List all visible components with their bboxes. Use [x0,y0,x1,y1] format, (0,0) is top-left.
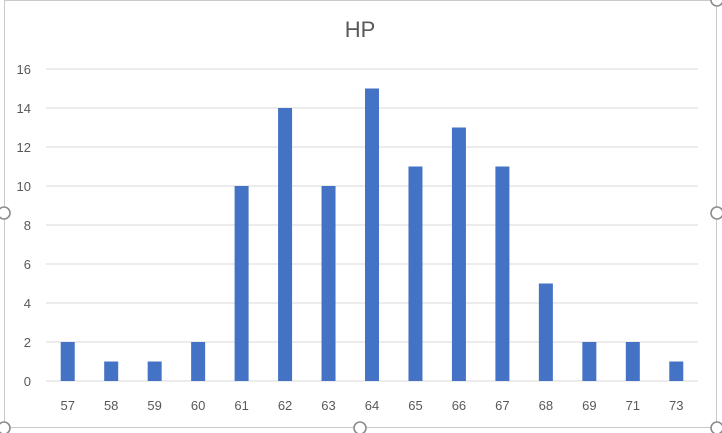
bar-60[interactable] [191,342,206,381]
chart-area[interactable] [4,0,717,428]
y-tick-label: 6 [24,257,31,272]
x-tick-label: 71 [626,398,640,413]
x-tick-label: 58 [104,398,118,413]
bar-65[interactable] [408,166,423,382]
x-tick-label: 60 [191,398,205,413]
x-tick-label: 66 [452,398,466,413]
x-tick-label: 73 [669,398,683,413]
y-tick-label: 4 [24,296,31,311]
bar-64[interactable] [365,88,379,382]
x-tick-label: 64 [365,398,379,413]
y-axis-ticks: 0 2 4 6 8 10 12 14 16 [17,62,31,389]
x-tick-label: 63 [321,398,335,413]
resize-handle-bottom-left[interactable] [0,421,11,433]
chart-title: HP [345,17,376,42]
x-axis-ticks: 57 58 59 60 61 62 63 64 65 66 67 68 69 71 73 [60,398,683,413]
bar-68[interactable] [538,283,553,382]
y-tick-label: 8 [24,218,31,233]
resize-handle-bottom-middle[interactable] [353,421,367,433]
resize-handle-top-right[interactable] [710,0,722,7]
x-tick-label: 62 [278,398,292,413]
bar-57[interactable] [60,342,75,381]
bar-59[interactable] [147,361,162,382]
x-tick-label: 65 [408,398,422,413]
bar-66[interactable] [451,127,466,382]
y-tick-label: 0 [24,374,31,389]
x-tick-label: 69 [582,398,596,413]
bar-73[interactable] [669,361,684,382]
y-tick-label: 16 [17,62,31,77]
y-tick-label: 14 [17,101,31,116]
x-tick-label: 61 [234,398,248,413]
bar-62[interactable] [278,108,293,381]
x-tick-label: 67 [495,398,509,413]
resize-handle-left-middle[interactable] [0,206,11,220]
y-tick-label: 2 [24,335,31,350]
x-tick-label: 59 [147,398,161,413]
y-tick-label: 12 [17,140,31,155]
bar-61[interactable] [234,186,249,381]
x-tick-label: 57 [60,398,74,413]
bar-71[interactable] [625,342,640,381]
resize-handle-bottom-right[interactable] [710,421,722,433]
bar-63[interactable] [321,186,336,381]
bar-58[interactable] [104,361,119,382]
y-tick-label: 10 [17,179,31,194]
x-tick-label: 68 [539,398,553,413]
resize-handle-right-middle[interactable] [710,206,722,220]
bar-67[interactable] [495,166,510,382]
bars [60,88,684,382]
bar-69[interactable] [582,342,597,381]
